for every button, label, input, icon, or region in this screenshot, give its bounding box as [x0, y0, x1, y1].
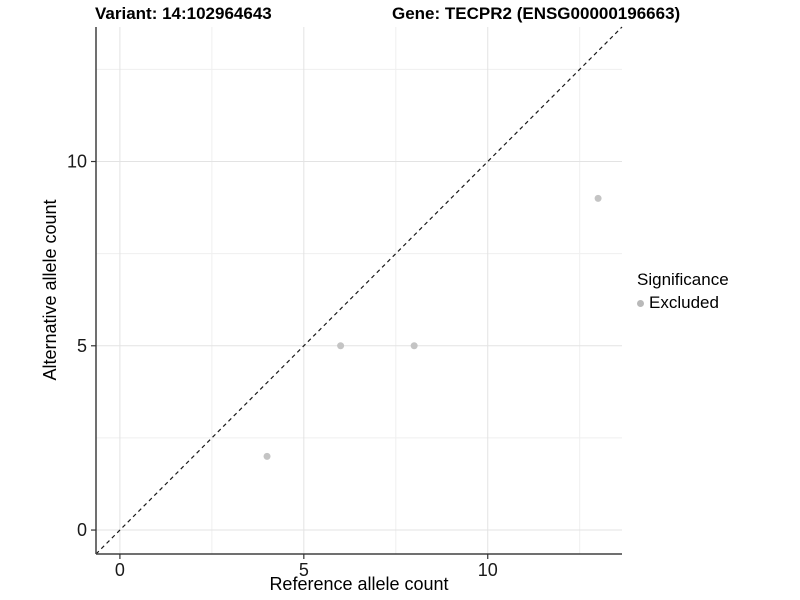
- gridlines: [96, 27, 622, 554]
- x-axis-title: Reference allele count: [269, 574, 448, 594]
- x-tick-label: 5: [299, 560, 309, 580]
- data-point: [337, 342, 345, 350]
- y-tick-label: 0: [77, 520, 87, 540]
- data-point: [594, 194, 602, 202]
- data-point: [263, 452, 271, 460]
- identity-dashed-line: [95, 26, 623, 555]
- legend-item-excluded: Excluded: [637, 293, 729, 313]
- gene-title: Gene: TECPR2 (ENSG00000196663): [392, 4, 681, 23]
- x-tick-label: 0: [115, 560, 125, 580]
- variant-title: Variant: 14:102964643: [95, 4, 272, 23]
- data-point: [410, 342, 418, 350]
- y-tick-label: 5: [77, 336, 87, 356]
- x-tick-label: 10: [478, 560, 498, 580]
- identity-line: [95, 26, 623, 555]
- legend-title: Significance: [637, 270, 729, 289]
- y-tick-label: 10: [67, 152, 87, 172]
- legend-item-label: Excluded: [649, 293, 719, 312]
- y-axis-title: Alternative allele count: [40, 199, 60, 380]
- legend: Significance Excluded: [637, 270, 729, 313]
- data-points: [263, 194, 602, 460]
- axes: [91, 27, 622, 559]
- legend-key-dot-icon: [637, 299, 644, 307]
- tick-labels: 0 5 10 0 5 10: [67, 152, 498, 580]
